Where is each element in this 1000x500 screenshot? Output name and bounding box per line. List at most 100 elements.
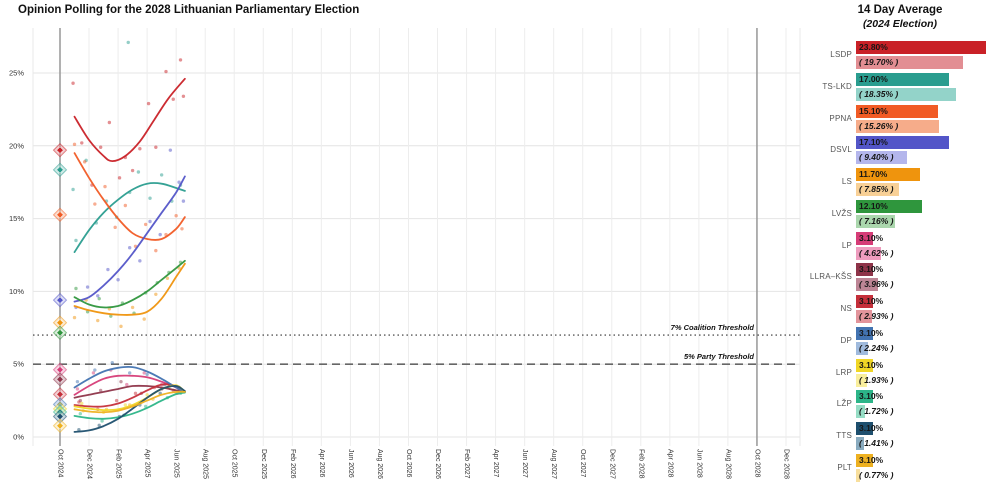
poll-point xyxy=(123,403,128,407)
x-tick-label: Dec 2028 xyxy=(783,449,790,479)
poll-point xyxy=(138,259,142,263)
party-label: PLT xyxy=(837,462,852,472)
x-tick-label: Dec 2027 xyxy=(608,449,615,479)
election-bar: ( 2.24% ) xyxy=(856,341,894,355)
poll-point xyxy=(181,199,186,203)
avg-bar: 12.10% xyxy=(856,199,922,213)
poll-point xyxy=(158,232,162,237)
y-tick-label: 20% xyxy=(9,141,24,150)
poll-point xyxy=(130,305,135,310)
x-tick-label: Aug 2025 xyxy=(202,449,209,479)
party-bars: 23.80% ( 19.70% ) xyxy=(856,41,986,69)
x-tick-label: Dec 2026 xyxy=(434,449,441,479)
threshold-label: 7% Coalition Threshold xyxy=(671,323,755,332)
x-tick-label: Apr 2025 xyxy=(144,449,151,478)
x-tick-label: Feb 2025 xyxy=(115,449,122,479)
page-title: Opinion Polling for the 2028 Lithuanian … xyxy=(18,4,360,16)
x-tick-label: Jun 2028 xyxy=(695,449,702,478)
party-label: TS-LKD xyxy=(822,81,852,91)
poll-point xyxy=(177,180,181,184)
poll-point xyxy=(93,202,97,206)
trend-line xyxy=(73,182,186,253)
x-tick-label: Aug 2027 xyxy=(550,449,557,479)
poll-point xyxy=(77,400,81,404)
poll-point xyxy=(146,101,151,106)
poll-point xyxy=(130,168,135,173)
poll-point xyxy=(75,387,80,391)
avg-bar: 15.10% xyxy=(856,104,939,118)
election-result-diamond xyxy=(56,422,64,430)
trend-line xyxy=(73,152,186,241)
election-result-diamond xyxy=(56,166,64,174)
party-label: LRP xyxy=(835,367,852,377)
legend-row: LVŽS 12.10%( 7.16% ) xyxy=(800,199,1000,228)
x-tick-label: Dec 2025 xyxy=(260,449,267,479)
party-bars: 17.00%( 18.35% ) xyxy=(856,72,956,101)
poll-point xyxy=(98,388,103,393)
poll-point xyxy=(119,379,123,384)
election-bar: ( 0.77% ) xyxy=(856,468,894,482)
legend-row: LP 3.10%( 4.62% ) xyxy=(800,231,1000,260)
party-bars: 3.10%( 3.96% ) xyxy=(856,263,894,292)
poll-point xyxy=(180,227,184,231)
poll-point xyxy=(80,141,84,145)
poll-point xyxy=(72,142,77,147)
x-tick-label: Apr 2026 xyxy=(318,449,325,478)
trend-line xyxy=(73,385,186,433)
party-label: LVŽS xyxy=(831,208,852,218)
poll-point xyxy=(72,315,77,320)
trend-line xyxy=(73,390,186,414)
legend-row: TS-LKD 17.00%( 18.35% ) xyxy=(800,72,1000,101)
legend-row: LŽP 3.10%( 1.72% ) xyxy=(800,390,1000,419)
legend-header-line2: (2024 Election) xyxy=(862,18,938,30)
avg-bar: 3.10% xyxy=(856,295,883,308)
trend-line xyxy=(73,77,186,163)
legend-row: TTS 3.10% ( 1.41% ) xyxy=(800,422,1000,450)
poll-point xyxy=(107,120,112,125)
trend-line xyxy=(73,391,186,420)
y-tick-label: 15% xyxy=(9,214,24,223)
poll-point xyxy=(110,361,114,365)
poll-point xyxy=(168,148,173,152)
party-label: DSVL xyxy=(830,145,852,155)
election-result-diamond xyxy=(56,146,64,154)
party-label: PPNA xyxy=(829,113,852,123)
election-bar: ( 1.41% ) xyxy=(856,437,894,450)
election-bar: ( 7.85% ) xyxy=(856,183,899,196)
party-bars: 15.10%( 15.26% ) xyxy=(856,104,940,133)
election-bar: ( 1.72% ) xyxy=(856,405,894,419)
poll-point xyxy=(165,276,170,280)
legend-row: LRP 3.10%( 1.93% ) xyxy=(800,358,1000,387)
poll-point xyxy=(71,187,75,192)
party-label: NS xyxy=(840,304,852,313)
avg-bar: 3.10% xyxy=(856,453,883,467)
party-bars: 3.10% ( 1.41% ) xyxy=(856,422,894,450)
poll-point xyxy=(154,292,158,297)
party-bars: 17.10%( 9.40% ) xyxy=(856,136,950,165)
poll-point xyxy=(78,412,83,416)
poll-point xyxy=(143,222,148,227)
party-label: TTS xyxy=(836,431,852,440)
avg-bar: 3.10% xyxy=(856,390,883,404)
legend-row: DSVL 17.10%( 9.40% ) xyxy=(800,136,1000,165)
threshold-label: 5% Party Threshold xyxy=(684,352,754,361)
poll-point xyxy=(96,294,100,298)
trend-line xyxy=(73,175,186,303)
legend-row: PPNA 15.10%( 15.26% ) xyxy=(800,104,1000,133)
poll-point xyxy=(178,58,183,62)
election-result-diamond xyxy=(56,329,64,337)
party-label: DP xyxy=(840,335,852,345)
poll-point xyxy=(113,225,117,230)
poll-point xyxy=(100,419,104,423)
legend-row: NS 3.10% ( 2.93% ) xyxy=(800,295,1000,323)
party-bars: 3.10%( 1.72% ) xyxy=(856,390,894,419)
party-label: LŽP xyxy=(836,399,852,409)
poll-point xyxy=(98,145,103,149)
poll-point xyxy=(96,318,100,323)
x-tick-label: Jun 2026 xyxy=(347,449,354,478)
poll-point xyxy=(71,81,75,85)
poll-point xyxy=(80,401,84,406)
election-bar: ( 18.35% ) xyxy=(856,87,956,101)
